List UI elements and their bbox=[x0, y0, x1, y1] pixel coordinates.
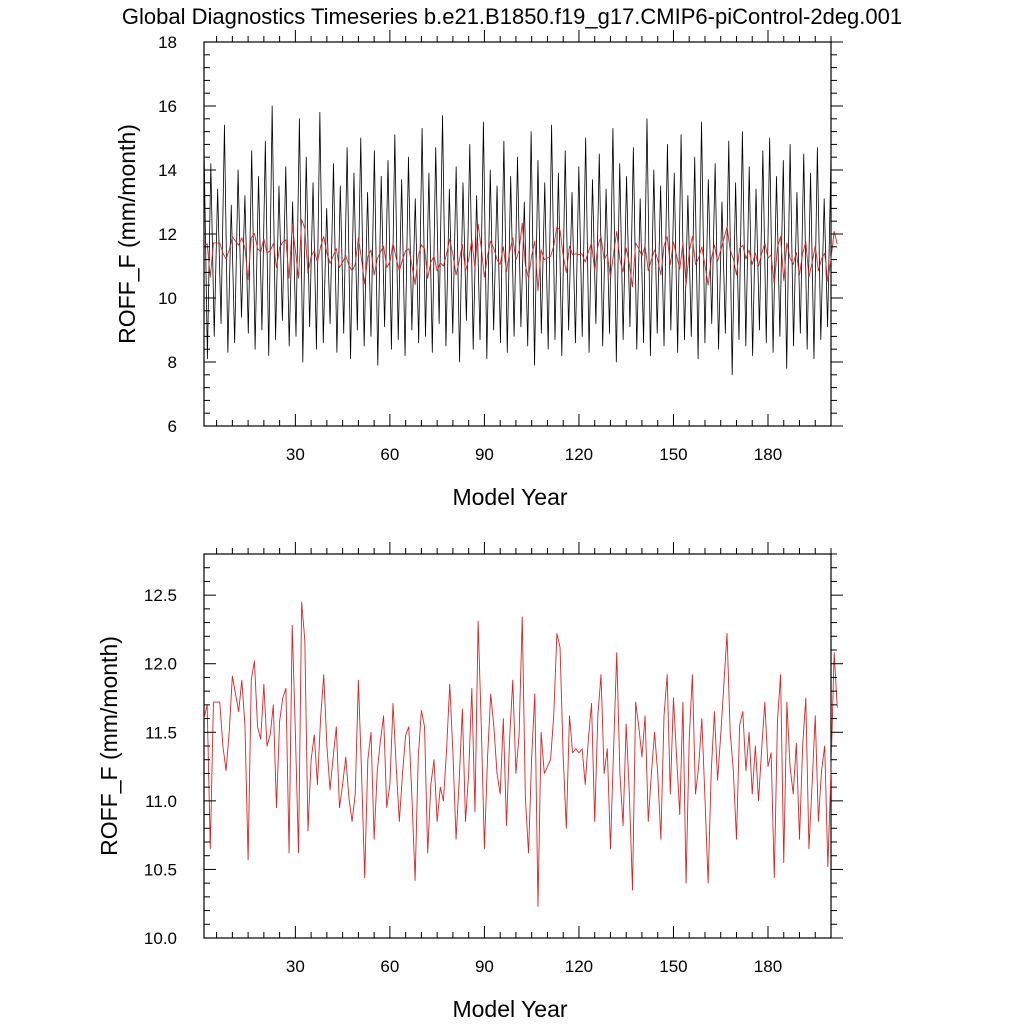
bottom-series-annual-mean bbox=[203, 601, 838, 907]
top-y-tick-label: 12 bbox=[158, 225, 177, 244]
top-y-tick-label: 18 bbox=[158, 33, 177, 52]
bottom-x-tick-label: 30 bbox=[286, 957, 305, 976]
top-y-tick-label: 6 bbox=[168, 417, 177, 436]
top-x-tick-label: 180 bbox=[754, 445, 782, 464]
top-y-tick-label: 8 bbox=[168, 353, 177, 372]
bottom-y-tick-label: 12.5 bbox=[144, 586, 177, 605]
top-y-axis-label: ROFF_F (mm/month) bbox=[114, 124, 140, 344]
bottom-y-axis-label: ROFF_F (mm/month) bbox=[96, 636, 122, 856]
top-x-tick-label: 30 bbox=[286, 445, 305, 464]
bottom-tick-layer: 30 60 90 120 150 180 10.0 10.5 11.0 11.5 12.0 12.5 bbox=[144, 542, 843, 976]
top-x-tick-label: 150 bbox=[659, 445, 687, 464]
bottom-x-tick-label: 60 bbox=[380, 957, 399, 976]
bottom-y-tick-label: 10.0 bbox=[144, 929, 177, 948]
top-x-tick-label: 90 bbox=[475, 445, 494, 464]
top-y-tick-label: 16 bbox=[158, 97, 177, 116]
bottom-panel: 30 60 90 120 150 18010.010.511.011.512.012.5 … bbox=[96, 542, 843, 1022]
bottom-y-tick-label: 11.5 bbox=[145, 723, 177, 742]
top-x-tick-label: 60 bbox=[380, 445, 399, 464]
top-y-tick-label: 10 bbox=[158, 289, 177, 308]
bottom-y-tick-label: 10.5 bbox=[144, 860, 177, 879]
top-panel: 30 60 90 120 150 180 6 8 10 12 14 16 18 Model Year R… bbox=[114, 30, 843, 510]
bottom-x-tick-label: 180 bbox=[754, 957, 782, 976]
chart-title: Global Diagnostics Timeseries b.e21.B185… bbox=[122, 4, 902, 29]
top-series-annual-mean bbox=[203, 219, 838, 292]
top-tick-layer: 30 60 90 120 150 180 6 8 10 12 14 16 18 bbox=[158, 30, 843, 464]
top-y-tick-label: 14 bbox=[158, 161, 177, 180]
top-series-layer bbox=[203, 105, 838, 376]
bottom-y-tick-label: 11.0 bbox=[145, 792, 177, 811]
bottom-x-axis-label: Model Year bbox=[452, 996, 567, 1022]
bottom-series-layer bbox=[203, 601, 838, 907]
top-x-axis-label: Model Year bbox=[452, 484, 567, 510]
top-x-tick-label: 120 bbox=[565, 445, 593, 464]
bottom-x-tick-label: 90 bbox=[475, 957, 494, 976]
bottom-y-tick-label: 12.0 bbox=[144, 655, 177, 674]
bottom-x-tick-label: 150 bbox=[659, 957, 687, 976]
bottom-x-tick-label: 120 bbox=[565, 957, 593, 976]
